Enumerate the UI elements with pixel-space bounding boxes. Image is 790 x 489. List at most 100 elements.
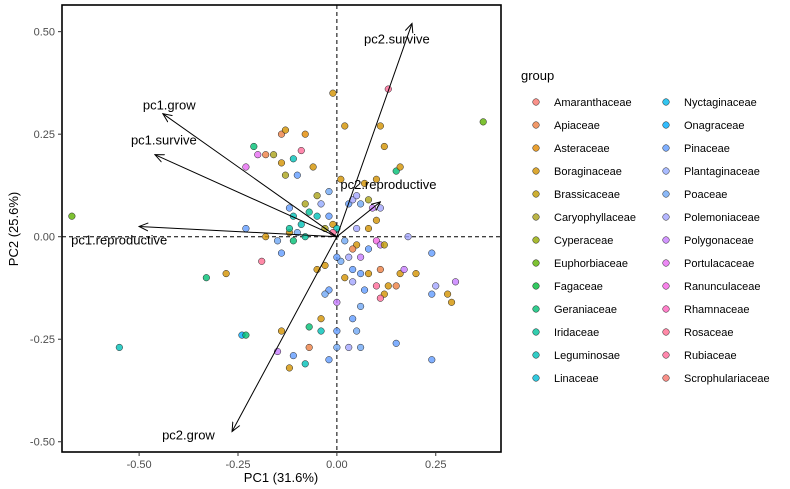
- reference-lines: [62, 5, 501, 452]
- x-tick-label: 0.00: [326, 459, 347, 471]
- data-point: [281, 126, 290, 134]
- legend-label: Fagaceae: [554, 281, 603, 293]
- legend-label: Euphorbiaceae: [554, 258, 628, 270]
- data-point: [357, 253, 365, 261]
- legend-label: Plantaginaceae: [684, 166, 760, 178]
- data-point: [262, 233, 270, 241]
- legend-title: group: [521, 68, 554, 83]
- legend-key: [662, 282, 670, 290]
- data-point: [341, 274, 349, 282]
- data-point: [301, 200, 309, 208]
- data-point: [376, 265, 384, 274]
- legend-key: [532, 328, 540, 336]
- data-point: [313, 192, 321, 200]
- y-tick-label: -0.50: [30, 437, 55, 449]
- data-point: [432, 282, 440, 290]
- legend-label: Cyperaceae: [554, 235, 613, 247]
- data-point: [380, 142, 388, 151]
- data-point: [325, 212, 333, 220]
- data-point: [289, 237, 297, 245]
- legend-label: Rosaceae: [684, 327, 734, 339]
- data-point: [301, 130, 309, 138]
- data-point: [364, 245, 373, 253]
- data-point: [337, 175, 345, 183]
- data-point: [273, 237, 282, 245]
- data-point: [325, 188, 333, 196]
- legend-label: Onagraceae: [684, 120, 745, 132]
- legend-label: Brassicaceae: [554, 189, 620, 201]
- x-tick-label: -0.25: [225, 459, 250, 471]
- data-point: [258, 257, 266, 265]
- legend-label: Asteraceae: [554, 143, 610, 155]
- data-point: [242, 331, 250, 339]
- data-point: [349, 265, 357, 274]
- legend-key: [662, 167, 670, 175]
- scatter-points: [68, 85, 487, 372]
- loading-arrow: [163, 114, 338, 238]
- data-point: [392, 282, 400, 290]
- data-point: [250, 142, 258, 151]
- y-tick-label: 0.50: [34, 27, 55, 39]
- data-point: [293, 171, 301, 179]
- x-axis-title: PC1 (31.6%): [244, 470, 318, 485]
- data-point: [242, 163, 250, 171]
- data-point: [289, 352, 297, 360]
- data-point: [376, 294, 384, 302]
- data-point: [289, 155, 297, 163]
- data-point: [364, 270, 373, 278]
- data-point: [448, 298, 456, 306]
- data-point: [412, 270, 420, 278]
- data-point: [285, 364, 293, 372]
- data-point: [242, 224, 250, 233]
- data-point: [376, 204, 384, 212]
- data-point: [372, 282, 380, 290]
- loading-arrow: [139, 226, 337, 238]
- legend-key: [532, 144, 540, 152]
- data-point: [301, 360, 309, 368]
- loading-label: pc2.reproductive: [340, 177, 436, 192]
- data-point: [444, 290, 452, 298]
- data-point: [372, 175, 380, 183]
- data-point: [357, 200, 365, 208]
- loading-arrow: [336, 23, 412, 237]
- legend-label: Geraniaceae: [554, 304, 617, 316]
- data-point: [317, 315, 325, 323]
- data-point: [364, 196, 373, 204]
- legend-label: Rhamnaceae: [684, 304, 749, 316]
- legend-key: [532, 213, 540, 221]
- legend-key: [662, 144, 670, 152]
- data-point: [380, 241, 388, 249]
- data-point: [317, 200, 325, 208]
- data-point: [353, 327, 361, 335]
- data-point: [361, 179, 369, 187]
- legend-key: [532, 167, 540, 175]
- legend-key: [532, 259, 540, 267]
- data-point: [341, 122, 349, 130]
- data-point: [479, 118, 487, 126]
- data-point: [428, 290, 436, 298]
- legend-key: [662, 98, 670, 106]
- data-point: [115, 343, 123, 351]
- data-point: [297, 147, 305, 155]
- legend-key: [662, 374, 670, 382]
- legend-label: Amaranthaceae: [554, 97, 632, 109]
- data-point: [68, 212, 76, 220]
- loading-arrow: [232, 236, 338, 432]
- legend-key: [532, 374, 540, 382]
- legend-label: Leguminosae: [554, 350, 620, 362]
- legend-label: Scrophulariaceae: [684, 373, 770, 385]
- data-point: [345, 253, 353, 261]
- loading-label: pc1.reproductive: [71, 232, 167, 247]
- data-point: [285, 204, 293, 212]
- y-axis: -0.50 -0.25 0.00 0.25 0.50: [30, 27, 62, 449]
- data-point: [305, 323, 313, 331]
- legend-label: Poaceae: [684, 189, 727, 201]
- legend-key: [662, 259, 670, 267]
- data-point: [357, 343, 365, 351]
- legend-label: Iridaceae: [554, 327, 599, 339]
- y-tick-label: 0.25: [34, 129, 55, 141]
- data-point: [428, 356, 436, 364]
- legend-key: [532, 282, 540, 290]
- data-point: [357, 270, 365, 278]
- data-point: [305, 343, 313, 351]
